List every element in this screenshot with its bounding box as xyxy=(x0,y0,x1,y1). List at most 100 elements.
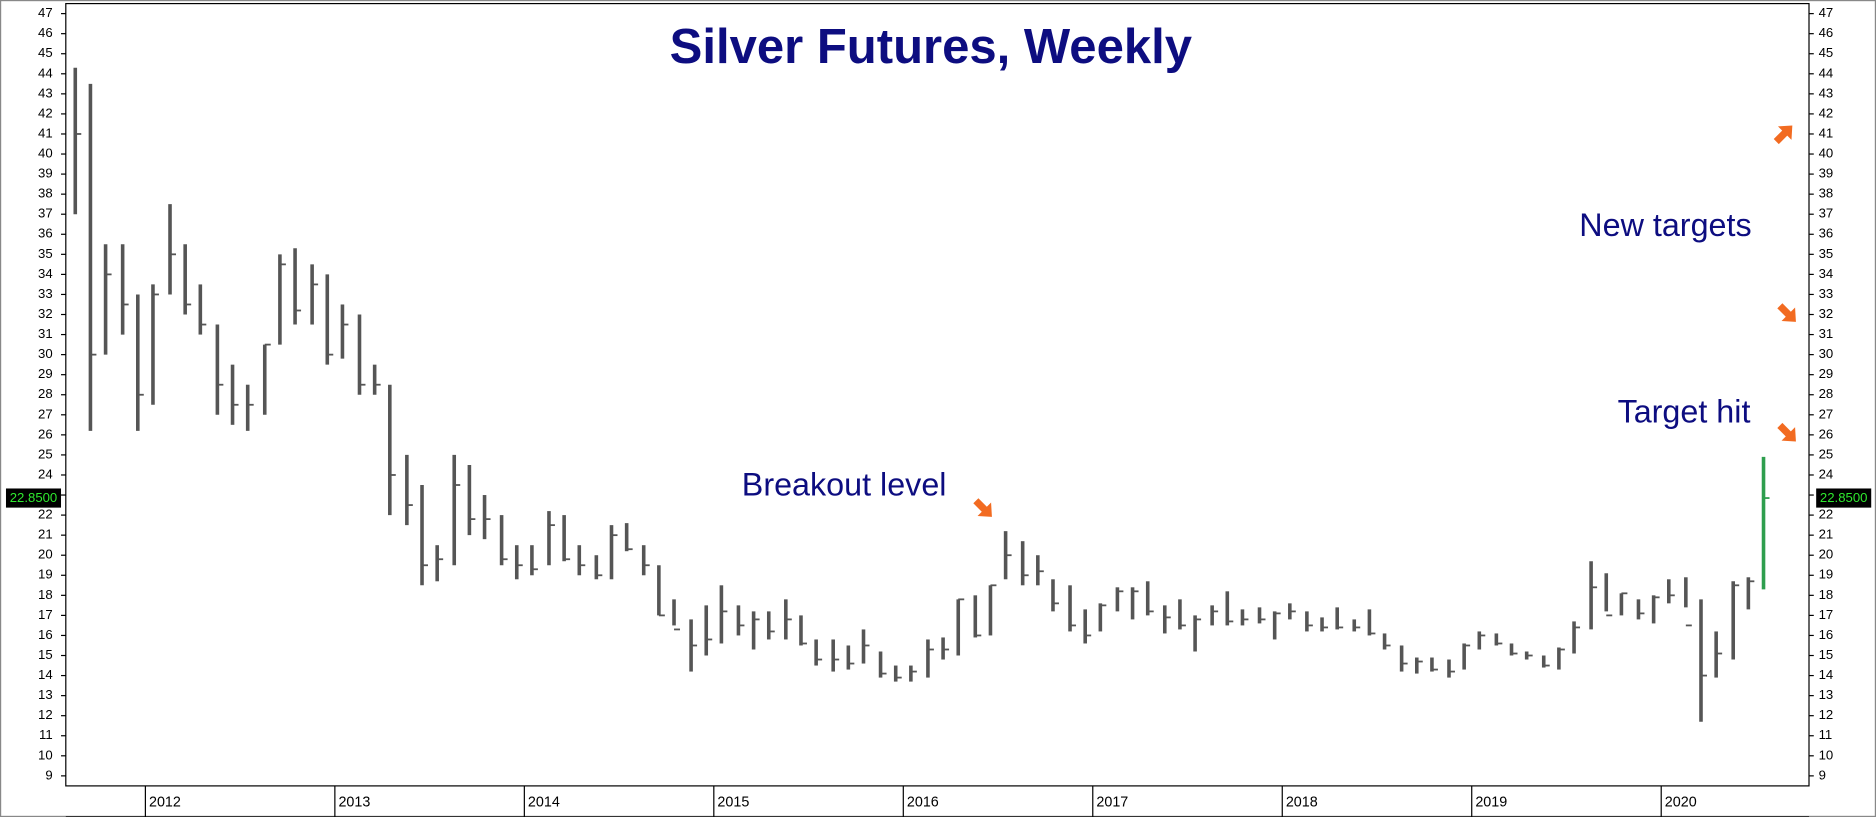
y2-tick-label: 15 xyxy=(1819,647,1834,662)
y-tick-label: 20 xyxy=(38,547,53,562)
last-price-label: 22.8500 xyxy=(1820,490,1868,505)
y-tick-label: 33 xyxy=(38,286,53,301)
arrow xyxy=(973,498,992,517)
y2-tick-label: 35 xyxy=(1819,246,1834,261)
y2-tick-label: 24 xyxy=(1819,466,1834,481)
y-tick-label: 31 xyxy=(38,326,53,341)
y2-tick-label: 43 xyxy=(1819,85,1834,100)
y-tick-label: 16 xyxy=(38,627,53,642)
y2-tick-label: 20 xyxy=(1819,547,1834,562)
y-tick-label: 35 xyxy=(38,246,53,261)
arrow xyxy=(1777,303,1796,322)
x-tick-label: 2016 xyxy=(907,794,939,810)
y2-tick-label: 26 xyxy=(1819,426,1834,441)
y-tick-label: 12 xyxy=(38,707,53,722)
x-tick-label: 2018 xyxy=(1286,794,1318,810)
y-tick-label: 47 xyxy=(38,5,53,20)
annotation: Target hit xyxy=(1618,393,1751,429)
y-tick-label: 34 xyxy=(38,266,53,281)
y2-tick-label: 12 xyxy=(1819,707,1834,722)
y2-tick-label: 38 xyxy=(1819,186,1834,201)
y2-tick-label: 33 xyxy=(1819,286,1834,301)
y2-tick-label: 30 xyxy=(1819,346,1834,361)
y-tick-label: 14 xyxy=(38,667,53,682)
y2-tick-label: 32 xyxy=(1819,306,1834,321)
y2-tick-label: 11 xyxy=(1819,727,1833,742)
y-tick-label: 41 xyxy=(38,125,53,140)
y2-tick-label: 44 xyxy=(1819,65,1834,80)
y-tick-label: 28 xyxy=(38,386,53,401)
y-tick-label: 45 xyxy=(38,45,53,60)
y2-tick-label: 36 xyxy=(1819,226,1834,241)
y2-tick-label: 42 xyxy=(1819,105,1834,120)
y2-tick-label: 9 xyxy=(1819,767,1826,782)
x-tick-label: 2019 xyxy=(1475,794,1507,810)
y-tick-label: 26 xyxy=(38,426,53,441)
y-tick-label: 30 xyxy=(38,346,53,361)
arrow xyxy=(1773,125,1793,145)
x-tick-label: 2012 xyxy=(149,794,181,810)
y2-tick-label: 13 xyxy=(1819,687,1834,702)
y-tick-label: 39 xyxy=(38,166,53,181)
arrow xyxy=(1777,422,1796,442)
y2-tick-label: 28 xyxy=(1819,386,1834,401)
y-tick-label: 42 xyxy=(38,105,53,120)
y2-tick-label: 27 xyxy=(1819,406,1834,421)
y-tick-label: 32 xyxy=(38,306,53,321)
y2-tick-label: 34 xyxy=(1819,266,1834,281)
y2-tick-label: 18 xyxy=(1819,587,1834,602)
y-tick-label: 40 xyxy=(38,146,53,161)
y2-tick-label: 39 xyxy=(1819,166,1834,181)
y-tick-label: 15 xyxy=(38,647,53,662)
y2-tick-label: 21 xyxy=(1819,527,1834,542)
x-tick-label: 2015 xyxy=(717,794,749,810)
y-tick-label: 13 xyxy=(38,687,53,702)
y2-tick-label: 47 xyxy=(1819,5,1834,20)
y2-tick-label: 10 xyxy=(1819,747,1834,762)
last-price-box xyxy=(5,488,62,508)
y-tick-label: 21 xyxy=(38,527,53,542)
y-tick-label: 43 xyxy=(38,85,53,100)
y-tick-label: 10 xyxy=(38,747,53,762)
annotation: Breakout level xyxy=(742,466,947,502)
y-tick-label: 24 xyxy=(38,466,53,481)
y2-tick-label: 41 xyxy=(1819,125,1834,140)
y2-tick-label: 17 xyxy=(1819,607,1834,622)
y-tick-label: 29 xyxy=(38,366,53,381)
y-tick-label: 25 xyxy=(38,446,53,461)
y2-tick-label: 37 xyxy=(1819,206,1834,221)
last-price-box xyxy=(1816,488,1872,508)
last-price-label: 22.8500 xyxy=(10,490,58,505)
x-tick-label: 2014 xyxy=(528,794,560,810)
y2-tick-label: 22 xyxy=(1819,507,1834,522)
y-tick-label: 17 xyxy=(38,607,53,622)
y2-tick-label: 19 xyxy=(1819,567,1834,582)
x-tick-label: 2020 xyxy=(1665,794,1697,810)
y-tick-label: 44 xyxy=(38,65,53,80)
y-tick-label: 19 xyxy=(38,567,53,582)
y2-tick-label: 29 xyxy=(1819,366,1834,381)
y2-tick-label: 16 xyxy=(1819,627,1834,642)
y-tick-label: 27 xyxy=(38,406,53,421)
y-tick-label: 18 xyxy=(38,587,53,602)
y-tick-label: 22 xyxy=(38,507,53,522)
y-tick-label: 46 xyxy=(38,25,53,40)
x-tick-label: 2017 xyxy=(1096,794,1128,810)
y-tick-label: 37 xyxy=(38,206,53,221)
y2-tick-label: 46 xyxy=(1819,25,1834,40)
y2-tick-label: 31 xyxy=(1819,326,1834,341)
plot-area xyxy=(65,2,1810,787)
y2-tick-label: 40 xyxy=(1819,146,1834,161)
x-tick-label: 2013 xyxy=(338,794,370,810)
y-tick-label: 11 xyxy=(39,727,53,742)
y-tick-label: 9 xyxy=(45,767,52,782)
y-tick-label: 36 xyxy=(38,226,53,241)
y-tick-label: 38 xyxy=(38,186,53,201)
y2-tick-label: 14 xyxy=(1819,667,1834,682)
y2-tick-label: 25 xyxy=(1819,446,1834,461)
annotation: New targets xyxy=(1579,207,1751,243)
chart-title: Silver Futures, Weekly xyxy=(670,20,1192,74)
y2-tick-label: 45 xyxy=(1819,45,1834,60)
